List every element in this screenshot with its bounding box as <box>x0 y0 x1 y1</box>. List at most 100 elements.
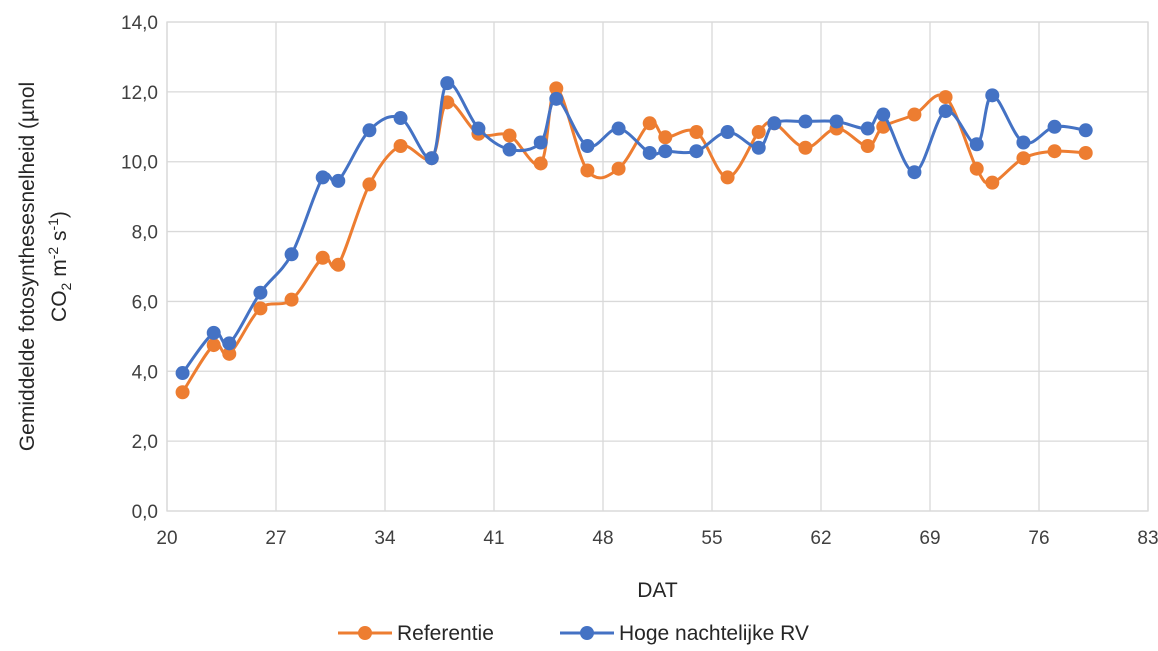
y-tick-label: 12,0 <box>121 83 158 104</box>
data-point-hoge-nachtelijke-rv <box>969 137 984 152</box>
data-point-referentie <box>642 116 657 131</box>
y-axis-title-sup-s: -1 <box>45 218 61 231</box>
data-point-hoge-nachtelijke-rv <box>362 123 377 138</box>
data-point-referentie <box>284 292 299 307</box>
y-axis-tick-labels: 0,0 2,0 4,0 6,0 8,0 10,0 12,0 14,0 <box>121 13 158 523</box>
data-point-referentie <box>938 90 953 105</box>
data-point-hoge-nachtelijke-rv <box>611 121 626 136</box>
data-point-hoge-nachtelijke-rv <box>876 107 891 122</box>
data-point-referentie <box>502 128 517 143</box>
legend-item-hoge-nachtelijke-rv: Hoge nachtelijke RV <box>560 622 809 645</box>
data-point-hoge-nachtelijke-rv <box>689 144 704 159</box>
data-point-hoge-nachtelijke-rv <box>502 142 517 157</box>
data-point-hoge-nachtelijke-rv <box>331 173 346 188</box>
x-tick-label: 41 <box>483 528 504 549</box>
y-axis-title-s: s <box>48 231 71 247</box>
y-tick-label: 6,0 <box>132 292 158 313</box>
data-point-hoge-nachtelijke-rv <box>315 170 330 185</box>
y-tick-label: 8,0 <box>132 223 158 244</box>
data-point-hoge-nachtelijke-rv <box>642 145 657 160</box>
data-point-referentie <box>580 163 595 178</box>
data-point-hoge-nachtelijke-rv <box>985 88 1000 103</box>
x-tick-label: 83 <box>1137 528 1158 549</box>
data-point-hoge-nachtelijke-rv <box>1016 135 1031 150</box>
x-tick-label: 34 <box>374 528 396 549</box>
legend-swatch-marker-hoge-nachtelijke-rv <box>580 626 594 640</box>
data-point-hoge-nachtelijke-rv <box>907 165 922 180</box>
data-point-referentie <box>253 301 268 316</box>
legend-label-hoge-nachtelijke-rv: Hoge nachtelijke RV <box>619 622 809 645</box>
series-referentie <box>175 81 1093 400</box>
data-point-hoge-nachtelijke-rv <box>222 336 237 351</box>
plot-area-frame <box>166 21 1149 512</box>
y-axis-title-line-1: Gemiddelde fotosynthesesnelheid (µnol <box>16 82 39 451</box>
y-axis-title: Gemiddelde fotosynthesesnelheid (µnol CO… <box>16 82 74 451</box>
data-point-referentie <box>751 125 766 140</box>
series-layer <box>175 76 1093 400</box>
y-axis-title-sup-m: -2 <box>45 247 61 260</box>
y-axis-title-m: m <box>48 259 71 282</box>
x-tick-label: 48 <box>592 528 613 549</box>
data-point-hoge-nachtelijke-rv <box>1047 119 1062 134</box>
x-tick-label: 62 <box>810 528 831 549</box>
x-axis-tick-labels: 20 27 34 41 48 55 62 69 76 83 <box>156 528 1158 549</box>
series-line-hoge-nachtelijke-rv <box>181 81 1086 374</box>
data-point-referentie <box>969 161 984 176</box>
data-point-referentie <box>206 338 221 353</box>
data-point-hoge-nachtelijke-rv <box>206 325 221 340</box>
data-point-hoge-nachtelijke-rv <box>471 121 486 136</box>
series-line-referentie <box>181 86 1086 394</box>
data-point-hoge-nachtelijke-rv <box>175 366 190 381</box>
data-point-referentie <box>907 107 922 122</box>
x-tick-label: 20 <box>156 528 177 549</box>
y-tick-label: 10,0 <box>121 153 158 174</box>
data-point-hoge-nachtelijke-rv <box>580 138 595 153</box>
data-point-referentie <box>720 170 735 185</box>
data-point-referentie <box>222 346 237 361</box>
data-point-hoge-nachtelijke-rv <box>253 285 268 300</box>
data-point-hoge-nachtelijke-rv <box>658 144 673 159</box>
data-point-hoge-nachtelijke-rv <box>720 125 735 140</box>
data-point-referentie <box>860 138 875 153</box>
x-tick-label: 76 <box>1028 528 1049 549</box>
data-point-hoge-nachtelijke-rv <box>440 76 455 91</box>
data-point-referentie <box>362 177 377 192</box>
legend: Referentie Hoge nachtelijke RV <box>338 622 809 645</box>
y-tick-label: 0,0 <box>132 502 158 523</box>
y-axis-title-close: ) <box>48 211 71 218</box>
data-point-referentie <box>549 81 564 96</box>
x-tick-label: 55 <box>701 528 722 549</box>
data-point-hoge-nachtelijke-rv <box>860 121 875 136</box>
y-tick-label: 2,0 <box>132 432 158 453</box>
data-point-hoge-nachtelijke-rv <box>393 111 408 126</box>
data-point-hoge-nachtelijke-rv <box>751 140 766 155</box>
series-hoge-nachtelijke-rv <box>175 76 1093 381</box>
data-point-referentie <box>1047 144 1062 159</box>
data-point-hoge-nachtelijke-rv <box>938 104 953 119</box>
y-axis-title-line-2: CO2 m-2 s-1) <box>45 211 74 322</box>
data-point-referentie <box>611 161 626 176</box>
y-axis-title-sub-2: 2 <box>58 282 74 290</box>
data-point-referentie <box>1016 151 1031 166</box>
data-point-hoge-nachtelijke-rv <box>424 151 439 166</box>
y-axis-title-co: CO <box>48 290 71 322</box>
data-point-referentie <box>798 140 813 155</box>
data-point-referentie <box>689 125 704 140</box>
data-point-referentie <box>331 257 346 272</box>
data-point-hoge-nachtelijke-rv <box>284 247 299 262</box>
legend-label-referentie: Referentie <box>397 622 494 645</box>
x-tick-label: 27 <box>265 528 286 549</box>
data-point-hoge-nachtelijke-rv <box>1078 123 1093 138</box>
data-point-hoge-nachtelijke-rv <box>798 114 813 129</box>
data-point-referentie <box>658 130 673 145</box>
y-tick-label: 14,0 <box>121 13 158 34</box>
data-point-hoge-nachtelijke-rv <box>829 114 844 129</box>
legend-swatch-marker-referentie <box>358 626 372 640</box>
x-axis-title: DAT <box>637 579 678 602</box>
data-point-referentie <box>985 175 1000 190</box>
data-point-referentie <box>315 250 330 265</box>
y-tick-label: 4,0 <box>132 362 158 383</box>
data-point-hoge-nachtelijke-rv <box>549 91 564 106</box>
legend-item-referentie: Referentie <box>338 622 494 645</box>
